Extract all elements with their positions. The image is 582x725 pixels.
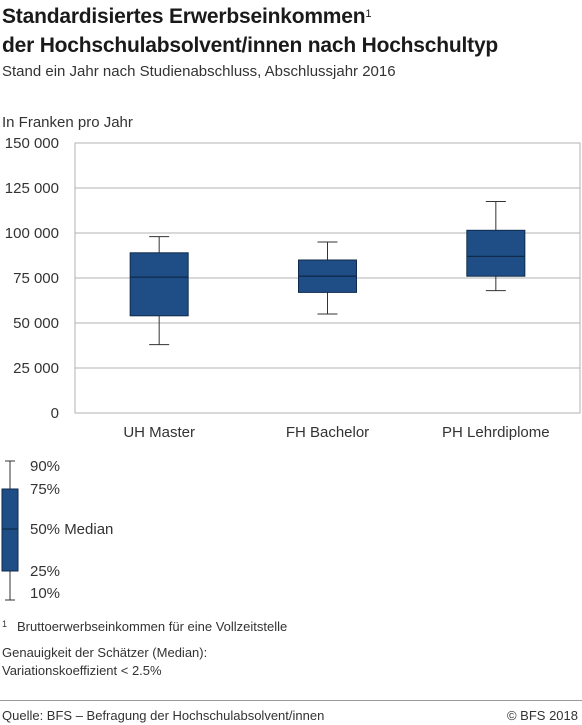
legend-p75: 75% — [30, 481, 61, 498]
y-tick-label: 50 000 — [13, 315, 59, 332]
footnote-1: 1 Bruttoerwerbseinkommen für eine Vollzei… — [2, 619, 287, 634]
y-axis-unit-label: In Franken pro Jahr — [2, 114, 133, 131]
y-tick-label: 25 000 — [13, 360, 59, 377]
precision-line-1: Genauigkeit der Schätzer (Median): — [2, 645, 208, 660]
title-footnote-mark: 1 — [365, 8, 372, 20]
legend-box — [1, 488, 19, 572]
precision-line-2: Variationskoeffizient < 2.5% — [2, 663, 162, 678]
legend-box-icon — [1, 460, 19, 601]
boxplot-chart: 0 25 000 50 000 75 000 100 000 125 000 150 000… — [5, 135, 581, 441]
x-category-label: FH Bachelor — [286, 424, 369, 441]
legend-p90: 90% — [30, 458, 61, 475]
chart-subtitle: Stand ein Jahr nach Studienabschluss, Ab… — [2, 63, 396, 80]
y-tick-label: 150 000 — [5, 135, 59, 152]
title-line-1: Standardisiertes Erwerbseinkommen — [2, 5, 366, 28]
y-tick-label: 125 000 — [5, 180, 59, 197]
precision-note: Genauigkeit der Schätzer (Median): Varia… — [2, 644, 302, 680]
footer-divider — [0, 700, 582, 701]
box-iqr — [466, 229, 526, 277]
y-tick-label: 0 — [51, 405, 59, 422]
y-tick-label: 100 000 — [5, 225, 59, 242]
legend-p25: 25% — [30, 563, 61, 580]
chart-title: Standardisiertes Erwerbseinkommen1 der H… — [2, 2, 498, 60]
footnote-mark: 1 — [2, 619, 8, 629]
legend-p10: 10% — [30, 585, 61, 602]
title-line-2: der Hochschulabsolvent/innen nach Hochsc… — [2, 34, 499, 57]
copyright: © BFS 2018 — [506, 708, 578, 723]
x-category-label: PH Lehrdiplome — [442, 424, 550, 441]
x-category-label: UH Master — [123, 424, 195, 441]
box-iqr — [129, 252, 189, 317]
y-tick-label: 75 000 — [13, 270, 59, 287]
source-note: Quelle: BFS – Befragung der Hochschulabs… — [2, 708, 325, 723]
footnote-text: Bruttoerwerbseinkommen für eine Vollzeit… — [17, 619, 288, 634]
plot-frame — [74, 142, 581, 414]
legend-median: 50% Median — [30, 521, 114, 538]
